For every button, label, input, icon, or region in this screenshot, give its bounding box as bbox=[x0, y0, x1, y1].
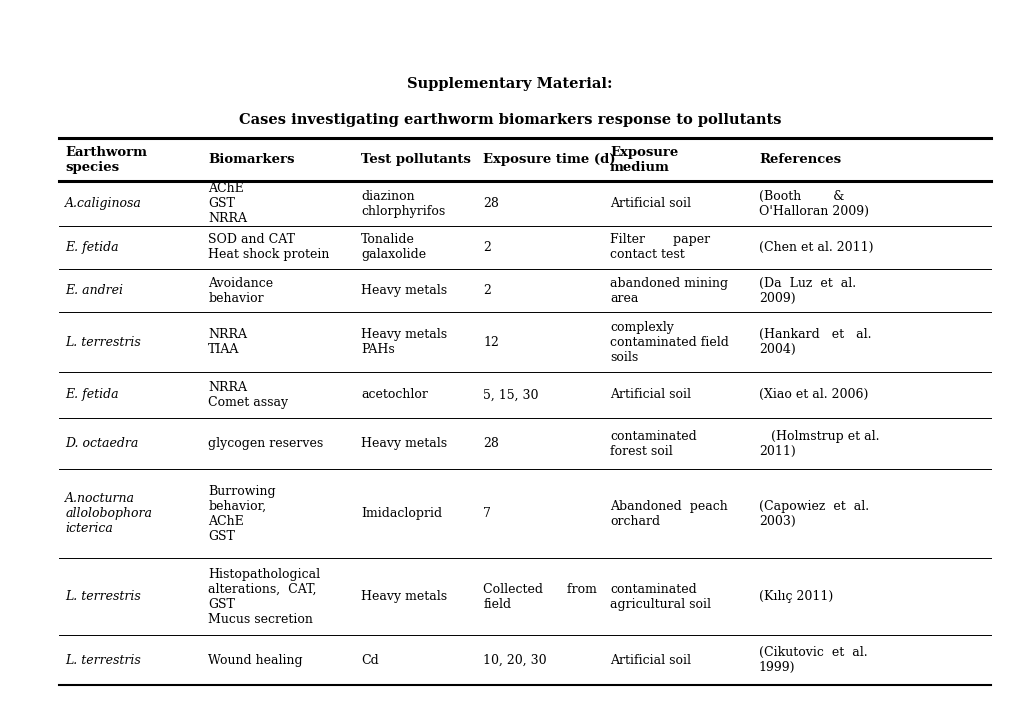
Text: Wound healing: Wound healing bbox=[208, 654, 303, 667]
Text: A.nocturna
allolobophora
icterica: A.nocturna allolobophora icterica bbox=[65, 492, 152, 535]
Text: diazinon
chlorphyrifos: diazinon chlorphyrifos bbox=[361, 190, 445, 217]
Text: (Booth        &
O'Halloran 2009): (Booth & O'Halloran 2009) bbox=[758, 190, 868, 217]
Text: (Chen et al. 2011): (Chen et al. 2011) bbox=[758, 240, 872, 254]
Text: complexly
contaminated field
soils: complexly contaminated field soils bbox=[609, 321, 729, 364]
Text: Heavy metals: Heavy metals bbox=[361, 284, 446, 297]
Text: NRRA
TIAA: NRRA TIAA bbox=[208, 328, 247, 356]
Text: E. fetida: E. fetida bbox=[65, 240, 119, 254]
Text: Earthworm
species: Earthworm species bbox=[65, 146, 147, 174]
Text: AChE
GST
NRRA: AChE GST NRRA bbox=[208, 182, 247, 225]
Text: Avoidance
behavior: Avoidance behavior bbox=[208, 276, 273, 305]
Text: (Kılıç 2011): (Kılıç 2011) bbox=[758, 590, 833, 603]
Text: Cases investigating earthworm biomarkers response to pollutants: Cases investigating earthworm biomarkers… bbox=[238, 113, 781, 127]
Text: Supplementary Material:: Supplementary Material: bbox=[407, 77, 612, 91]
Text: L. terrestris: L. terrestris bbox=[65, 336, 141, 349]
Text: Histopathological
alterations,  CAT,
GST
Mucus secretion: Histopathological alterations, CAT, GST … bbox=[208, 567, 320, 626]
Text: (Holmstrup et al.
2011): (Holmstrup et al. 2011) bbox=[758, 430, 878, 457]
Text: Burrowing
behavior,
AChE
GST: Burrowing behavior, AChE GST bbox=[208, 485, 275, 543]
Text: SOD and CAT
Heat shock protein: SOD and CAT Heat shock protein bbox=[208, 233, 329, 261]
Text: Biomarkers: Biomarkers bbox=[208, 153, 294, 166]
Text: 28: 28 bbox=[483, 197, 499, 210]
Text: 12: 12 bbox=[483, 336, 499, 349]
Text: (Cikutovic  et  al.
1999): (Cikutovic et al. 1999) bbox=[758, 647, 866, 674]
Text: E. andrei: E. andrei bbox=[65, 284, 123, 297]
Text: Exposure time (d): Exposure time (d) bbox=[483, 153, 615, 166]
Text: (Da  Luz  et  al.
2009): (Da Luz et al. 2009) bbox=[758, 276, 855, 305]
Text: Artificial soil: Artificial soil bbox=[609, 197, 690, 210]
Text: contaminated
agricultural soil: contaminated agricultural soil bbox=[609, 582, 710, 611]
Text: Abandoned  peach
orchard: Abandoned peach orchard bbox=[609, 500, 727, 528]
Text: Imidacloprid: Imidacloprid bbox=[361, 507, 442, 521]
Text: D. octaedra: D. octaedra bbox=[65, 437, 139, 450]
Text: Artificial soil: Artificial soil bbox=[609, 654, 690, 667]
Text: Tonalide
galaxolide: Tonalide galaxolide bbox=[361, 233, 426, 261]
Text: glycogen reserves: glycogen reserves bbox=[208, 437, 323, 450]
Text: contaminated
forest soil: contaminated forest soil bbox=[609, 430, 696, 457]
Text: Test pollutants: Test pollutants bbox=[361, 153, 471, 166]
Text: References: References bbox=[758, 153, 841, 166]
Text: Cd: Cd bbox=[361, 654, 378, 667]
Text: 28: 28 bbox=[483, 437, 499, 450]
Text: L. terrestris: L. terrestris bbox=[65, 654, 141, 667]
Text: NRRA
Comet assay: NRRA Comet assay bbox=[208, 381, 288, 409]
Text: Artificial soil: Artificial soil bbox=[609, 388, 690, 402]
Text: Collected      from
field: Collected from field bbox=[483, 582, 597, 611]
Text: E. fetida: E. fetida bbox=[65, 388, 119, 402]
Text: (Xiao et al. 2006): (Xiao et al. 2006) bbox=[758, 388, 867, 402]
Text: (Capowiez  et  al.
2003): (Capowiez et al. 2003) bbox=[758, 500, 868, 528]
Text: Exposure
medium: Exposure medium bbox=[609, 146, 678, 174]
Text: Heavy metals: Heavy metals bbox=[361, 437, 446, 450]
Text: Heavy metals: Heavy metals bbox=[361, 590, 446, 603]
Text: 2: 2 bbox=[483, 240, 491, 254]
Text: L. terrestris: L. terrestris bbox=[65, 590, 141, 603]
Text: abandoned mining
area: abandoned mining area bbox=[609, 276, 728, 305]
Text: A.caliginosa: A.caliginosa bbox=[65, 197, 142, 210]
Text: 2: 2 bbox=[483, 284, 491, 297]
Text: acetochlor: acetochlor bbox=[361, 388, 428, 402]
Text: Filter       paper
contact test: Filter paper contact test bbox=[609, 233, 709, 261]
Text: 5, 15, 30: 5, 15, 30 bbox=[483, 388, 538, 402]
Text: 7: 7 bbox=[483, 507, 491, 521]
Text: Heavy metals
PAHs: Heavy metals PAHs bbox=[361, 328, 446, 356]
Text: 10, 20, 30: 10, 20, 30 bbox=[483, 654, 546, 667]
Text: (Hankard   et   al.
2004): (Hankard et al. 2004) bbox=[758, 328, 870, 356]
